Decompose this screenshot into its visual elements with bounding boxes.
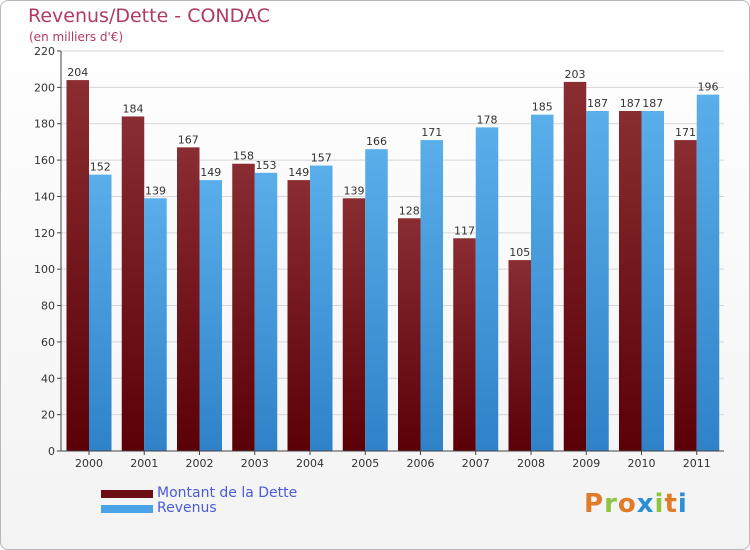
- bar-dette-2003: [232, 163, 255, 451]
- y-tick-label: 40: [41, 372, 55, 385]
- bar-value-label: 139: [344, 184, 365, 197]
- bar-revenus-2007: [475, 127, 499, 451]
- bar-value-label: 139: [145, 184, 166, 197]
- x-tick-label: 2010: [628, 457, 656, 470]
- logo-letter: x: [636, 489, 655, 519]
- bar-value-label: 171: [675, 126, 696, 139]
- bar-dette-2004: [287, 180, 310, 451]
- bar-value-label: 187: [642, 97, 663, 110]
- legend-item-revenus: Revenus: [101, 500, 361, 517]
- legend-swatch-revenus: [101, 505, 153, 513]
- y-tick-label: 180: [34, 118, 55, 131]
- bar-dette-2005: [342, 198, 366, 451]
- gridlines: [61, 50, 724, 416]
- bar-value-label: 171: [421, 126, 442, 139]
- bar-value-label: 157: [311, 152, 332, 165]
- bar-revenus-2009: [586, 111, 609, 451]
- bar-value-label: 149: [288, 166, 309, 179]
- bar-value-label: 196: [698, 81, 719, 94]
- chart-subtitle: (en milliers d'€): [29, 30, 124, 44]
- bar-value-label: 149: [200, 166, 221, 179]
- x-tick-label: 2011: [683, 457, 711, 470]
- logo-letter: i: [677, 489, 688, 519]
- bars: [66, 80, 720, 452]
- bar-dette-2000: [66, 80, 89, 451]
- logo-letter: r: [604, 489, 618, 519]
- legend-item-dette: Montant de la Dette: [101, 485, 361, 502]
- y-tick-label: 60: [41, 336, 55, 349]
- bar-revenus-2004: [310, 165, 333, 451]
- x-tick-label: 2000: [75, 457, 103, 470]
- x-tick-label: 2007: [462, 457, 490, 470]
- x-tick-label: 2004: [296, 457, 324, 470]
- proxiti-logo: Proxiti: [584, 489, 688, 519]
- y-tick-label: 160: [34, 154, 55, 167]
- bar-value-label: 153: [256, 159, 277, 172]
- x-tick-label: 2001: [130, 457, 158, 470]
- bar-revenus-2010: [641, 111, 664, 451]
- bar-value-label: 184: [123, 102, 144, 115]
- bar-value-label: 158: [233, 150, 254, 163]
- axes: 0 20 40 60 80 100 120 140 160 180 200 220 2000 2001 20…: [34, 45, 724, 470]
- bar-revenus-2002: [199, 180, 222, 451]
- bar-revenus-2008: [531, 114, 554, 452]
- bar-dette-2010: [619, 111, 642, 451]
- bar-dette-2008: [508, 260, 531, 451]
- x-tick-label: 2006: [407, 457, 435, 470]
- y-tick-label: 120: [34, 227, 55, 240]
- bar-revenus-2003: [254, 172, 278, 451]
- logo-letter: i: [654, 489, 665, 519]
- bar-value-label: 185: [532, 101, 553, 114]
- bar-dette-2006: [398, 218, 421, 451]
- bar-dette-2011: [674, 140, 697, 451]
- logo-letter: P: [584, 489, 605, 519]
- y-tick-label: 200: [34, 81, 55, 94]
- legend-label-dette: Montant de la Dette: [157, 485, 298, 501]
- x-tick-label: 2009: [572, 457, 600, 470]
- y-tick-label: 20: [41, 409, 55, 422]
- x-tick-label: 2003: [241, 457, 269, 470]
- bar-dette-2009: [563, 81, 587, 451]
- bar-value-label: 152: [90, 161, 111, 174]
- logo-letter: t: [664, 489, 678, 519]
- x-tick-label: 2008: [517, 457, 545, 470]
- bar-value-label: 166: [366, 135, 387, 148]
- bar-revenus-2005: [365, 149, 388, 451]
- bar-value-label: 187: [587, 97, 608, 110]
- bar-value-label: 105: [509, 246, 530, 259]
- bar-dette-2001: [121, 116, 145, 452]
- bar-value-label: 167: [178, 133, 199, 146]
- y-tick-label: 220: [34, 45, 55, 58]
- bar-revenus-2006: [420, 140, 443, 451]
- bar-revenus-2000: [89, 174, 112, 452]
- bar-value-label: 187: [620, 97, 641, 110]
- chart-title: Revenus/Dette - CONDAC: [28, 5, 270, 27]
- y-tick-label: 140: [34, 190, 55, 203]
- y-tick-label: 100: [34, 263, 55, 276]
- legend-swatch-dette: [101, 490, 153, 498]
- bar-value-label: 128: [399, 204, 420, 217]
- bar-revenus-2011: [696, 94, 720, 452]
- x-tick-label: 2005: [351, 457, 379, 470]
- legend-label-revenus: Revenus: [157, 500, 217, 516]
- bar-value-label: 204: [67, 66, 88, 79]
- bar-value-label: 178: [477, 113, 498, 126]
- bar-value-label: 117: [454, 224, 475, 237]
- bar-revenus-2001: [144, 198, 167, 451]
- x-tick-label: 2002: [186, 457, 214, 470]
- bar-dette-2007: [453, 238, 476, 451]
- bar-value-label: 203: [565, 68, 586, 81]
- y-tick-label: 80: [41, 300, 55, 313]
- logo-letter: o: [617, 489, 637, 519]
- y-tick-label: 0: [48, 445, 55, 458]
- value-labels: 2041521841391671491581531491571391661281…: [67, 66, 718, 259]
- bar-dette-2002: [177, 147, 200, 451]
